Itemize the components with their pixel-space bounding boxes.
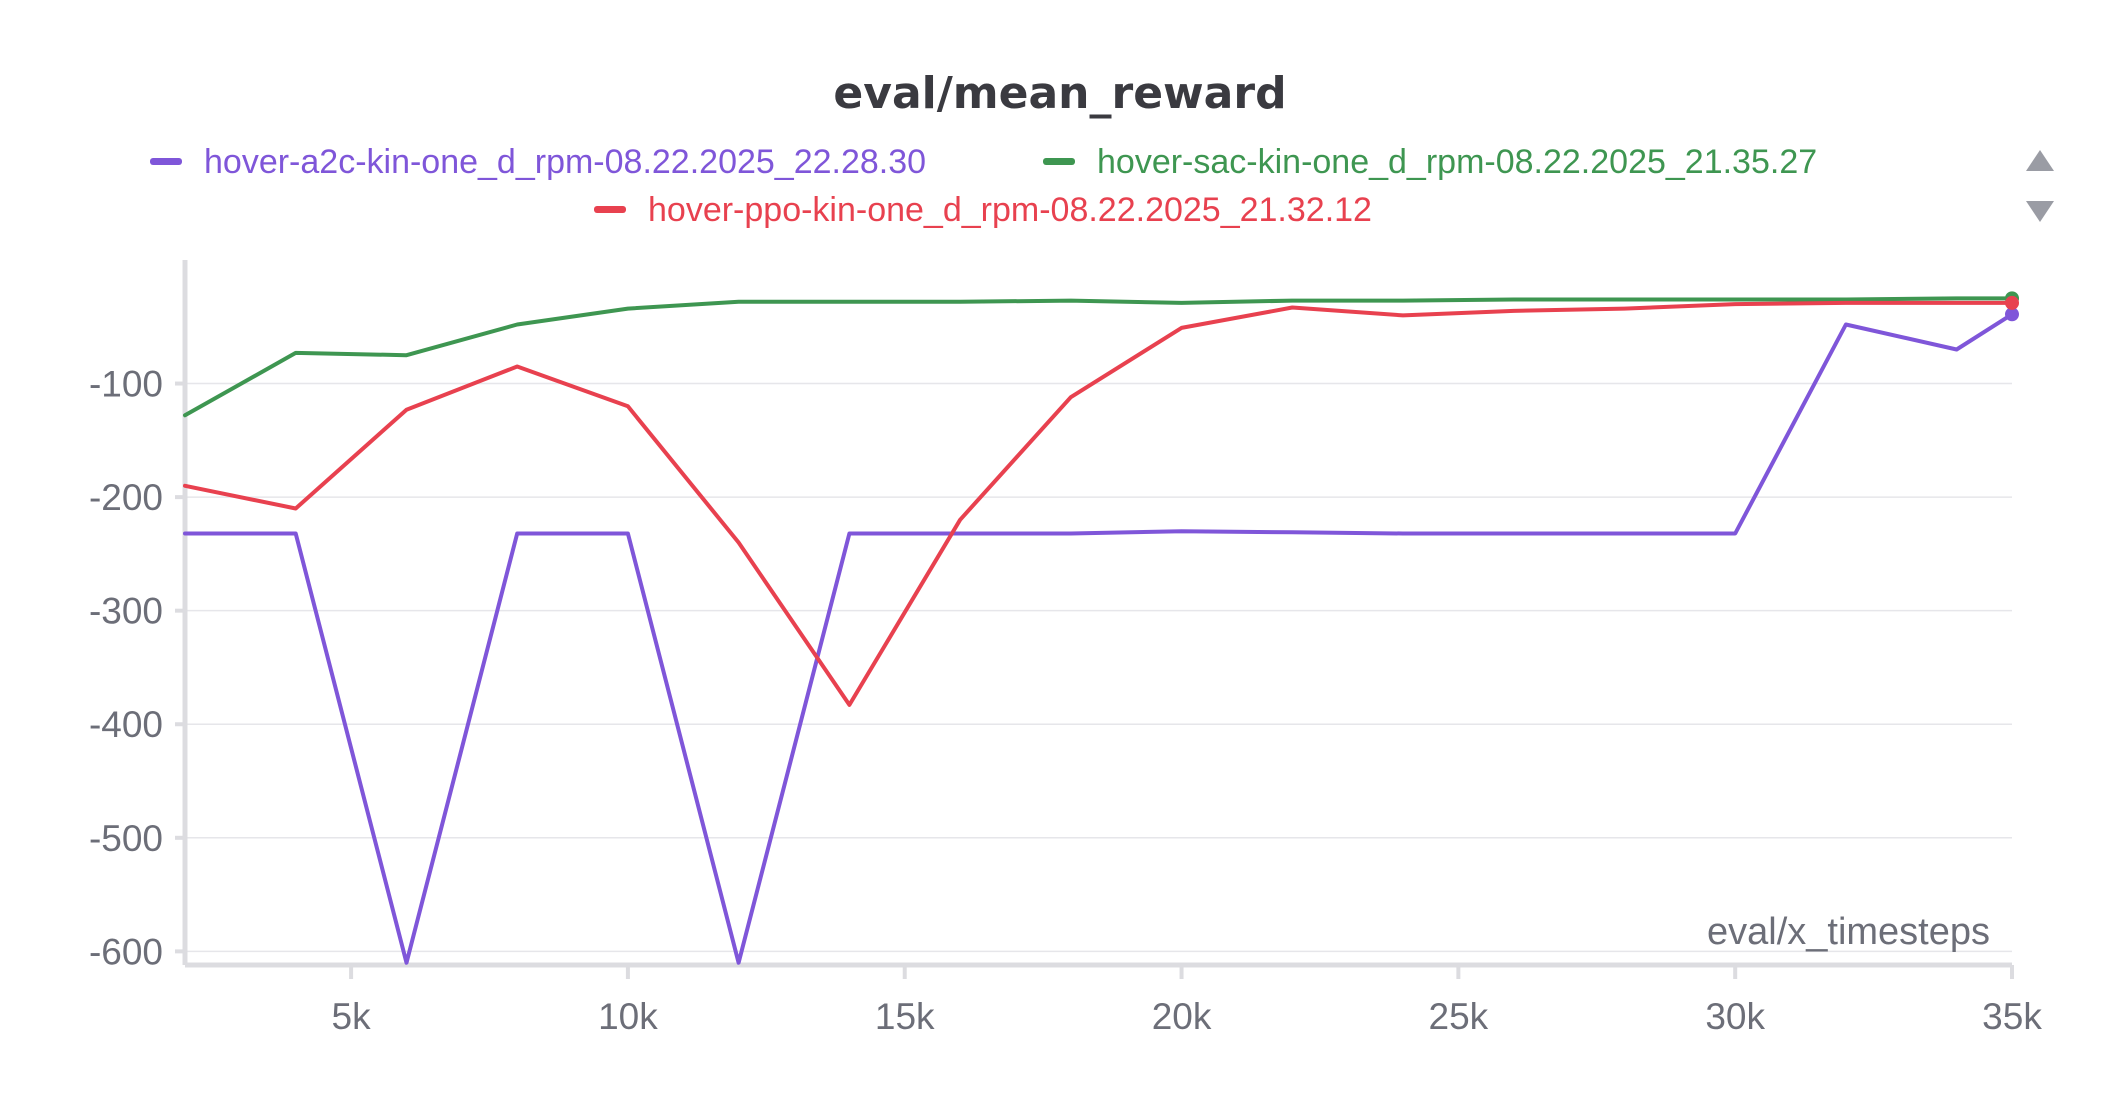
- legend-swatch: [1043, 158, 1075, 165]
- legend-swatch: [150, 158, 182, 165]
- x-tick-label: 10k: [598, 996, 658, 1037]
- legend: hover-a2c-kin-one_d_rpm-08.22.2025_22.28…: [150, 143, 1817, 229]
- chart-title: eval/mean_reward: [833, 68, 1286, 119]
- triangle-up-icon[interactable]: [2026, 150, 2054, 171]
- x-tick-label: 15k: [875, 996, 935, 1037]
- legend-label: hover-a2c-kin-one_d_rpm-08.22.2025_22.28…: [204, 143, 926, 181]
- gridlines: -100 -200 -300 -400 -500 -600: [89, 364, 2012, 972]
- axes: 5k 10k 15k 20k 25k 30k 35k: [182, 260, 2042, 1037]
- legend-swatch: [594, 206, 626, 213]
- series-endpoint-1: [2005, 307, 2019, 322]
- y-tick-label: -300: [89, 591, 163, 632]
- series-endpoint-3: [2005, 295, 2019, 310]
- x-tick-label: 25k: [1429, 996, 1489, 1037]
- y-tick-label: -200: [89, 477, 163, 518]
- legend-item-3[interactable]: hover-ppo-kin-one_d_rpm-08.22.2025_21.32…: [594, 191, 1372, 229]
- x-tick-label: 35k: [1982, 996, 2042, 1037]
- legend-label: hover-sac-kin-one_d_rpm-08.22.2025_21.35…: [1097, 143, 1817, 181]
- legend-item-2[interactable]: hover-sac-kin-one_d_rpm-08.22.2025_21.35…: [1043, 143, 1817, 181]
- legend-scroll-controls: [2026, 150, 2054, 222]
- series-line-3: [183, 300, 2014, 707]
- triangle-down-icon[interactable]: [2026, 201, 2054, 222]
- x-tick-label: 20k: [1152, 996, 1212, 1037]
- x-tick-label: 5k: [332, 996, 372, 1037]
- y-tick-label: -600: [89, 931, 163, 972]
- legend-label: hover-ppo-kin-one_d_rpm-08.22.2025_21.32…: [648, 191, 1372, 229]
- legend-item-1[interactable]: hover-a2c-kin-one_d_rpm-08.22.2025_22.28…: [150, 143, 926, 181]
- y-tick-label: -100: [89, 364, 163, 405]
- series-group: [183, 291, 2019, 965]
- x-axis-label: eval/x_timesteps: [1707, 911, 1990, 953]
- x-tick-label: 30k: [1705, 996, 1765, 1037]
- y-tick-label: -500: [89, 818, 163, 859]
- series-line-1: [183, 312, 2014, 965]
- series-line-2: [183, 296, 2014, 418]
- y-tick-label: -400: [89, 704, 163, 745]
